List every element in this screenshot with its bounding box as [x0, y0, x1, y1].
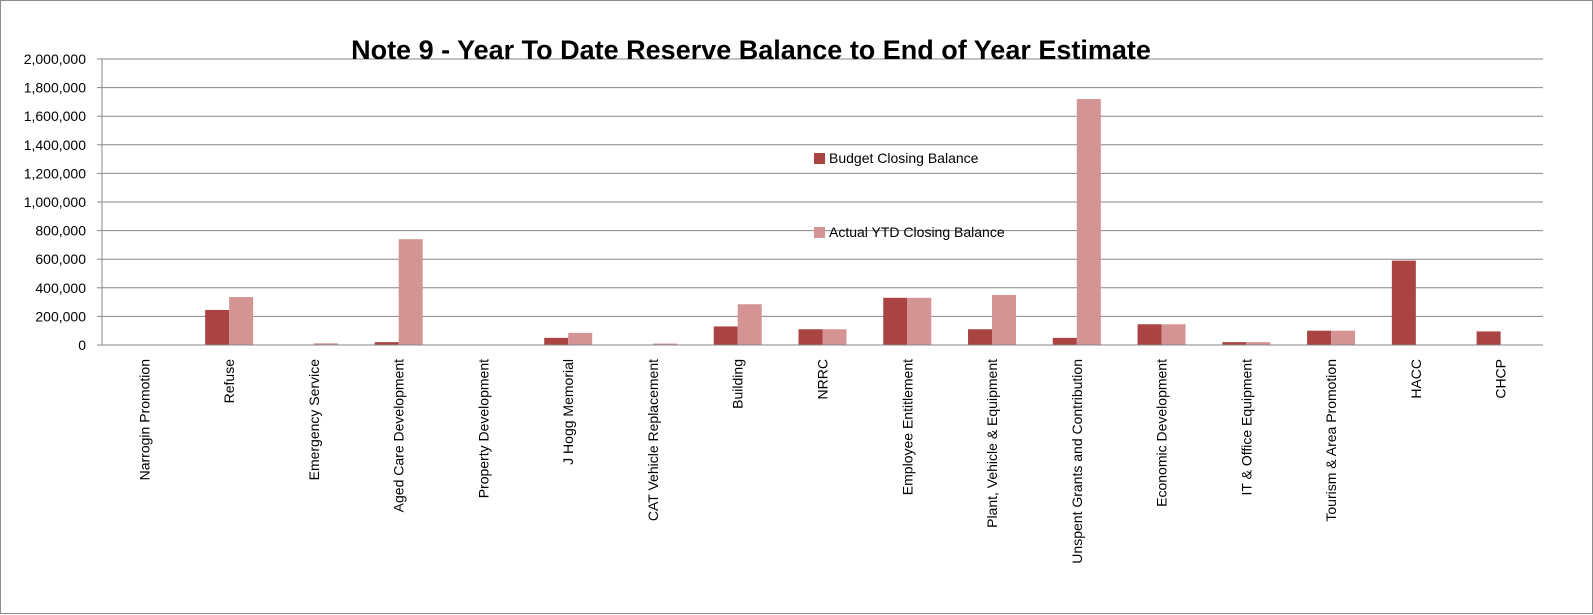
x-category-label: Economic Development — [1154, 359, 1170, 507]
y-tick-label: 1,600,000 — [24, 108, 86, 124]
budget-bar — [1137, 324, 1162, 345]
x-category-label: Refuse — [221, 359, 237, 404]
actual-bar — [313, 343, 338, 345]
legend-label-budget: Budget Closing Balance — [829, 150, 979, 166]
actual-bar — [992, 294, 1017, 345]
y-tick-label: 0 — [78, 337, 86, 353]
actual-bar — [822, 329, 847, 345]
budget-bar — [205, 309, 230, 345]
budget-bar — [883, 297, 908, 345]
y-tick-label: 1,800,000 — [24, 80, 86, 96]
actual-bar — [907, 297, 932, 345]
gridlines — [102, 58, 1543, 317]
actual-bar — [652, 343, 677, 345]
budget-bar — [713, 326, 738, 345]
x-category-label: J Hogg Memorial — [560, 359, 576, 465]
budget-bar — [374, 342, 399, 345]
actual-bar — [1161, 324, 1186, 345]
x-category-label: CAT Vehicle Replacement — [645, 359, 661, 521]
axes — [97, 58, 1543, 346]
x-axis-category-labels: Narrogin Promotion Refuse Emergency Servic… — [136, 359, 1508, 564]
y-axis-tick-labels: 0 200,000 400,000 600,000 800,000 1,000,000 1,… — [24, 51, 87, 353]
budget-bar — [1222, 342, 1247, 345]
y-tick-label: 400,000 — [35, 280, 86, 296]
y-tick-label: 2,000,000 — [24, 51, 86, 67]
actual-bar — [229, 297, 254, 345]
budget-bar — [1052, 337, 1077, 345]
y-tick-label: 1,200,000 — [24, 165, 86, 181]
actual-bar — [568, 332, 593, 345]
x-category-label: Employee Entitlement — [899, 359, 915, 495]
budget-bar — [1476, 331, 1501, 345]
budget-bar — [1391, 260, 1416, 345]
legend: Budget Closing Balance Actual YTD Closin… — [814, 150, 1005, 240]
x-category-label: HACC — [1408, 359, 1424, 399]
budget-bar — [1307, 330, 1332, 345]
bars — [205, 99, 1501, 345]
y-tick-label: 1,400,000 — [24, 137, 86, 153]
y-tick-label: 1,000,000 — [24, 194, 86, 210]
y-tick-label: 800,000 — [35, 223, 86, 239]
x-category-label: Plant, Vehicle & Equipment — [984, 359, 1000, 528]
x-category-label: CHCP — [1493, 359, 1509, 399]
legend-swatch-actual — [814, 227, 825, 238]
actual-bar — [1246, 342, 1271, 345]
chart-title: Note 9 - Year To Date Reserve Balance to… — [351, 35, 1151, 65]
budget-bar — [544, 337, 569, 345]
budget-bar — [968, 329, 993, 345]
x-category-label: IT & Office Equipment — [1238, 359, 1254, 496]
x-category-label: NRRC — [815, 359, 831, 399]
actual-bar — [1331, 330, 1356, 345]
x-category-label: Emergency Service — [306, 359, 322, 481]
actual-bar — [1076, 99, 1101, 345]
legend-swatch-budget — [814, 153, 825, 164]
x-category-label: Tourism & Area Promotion — [1323, 359, 1339, 522]
x-category-label: Narrogin Promotion — [136, 359, 152, 480]
x-category-label: Property Development — [475, 359, 491, 498]
y-tick-label: 600,000 — [35, 251, 86, 267]
budget-bar — [798, 329, 823, 345]
actual-bar — [398, 239, 423, 345]
x-category-label: Aged Care Development — [391, 359, 407, 512]
actual-bar — [737, 304, 762, 345]
x-category-label: Building — [730, 359, 746, 409]
legend-label-actual: Actual YTD Closing Balance — [829, 224, 1005, 240]
x-category-label: Unspent Grants and Contribution — [1069, 359, 1085, 564]
y-tick-label: 200,000 — [35, 308, 86, 324]
